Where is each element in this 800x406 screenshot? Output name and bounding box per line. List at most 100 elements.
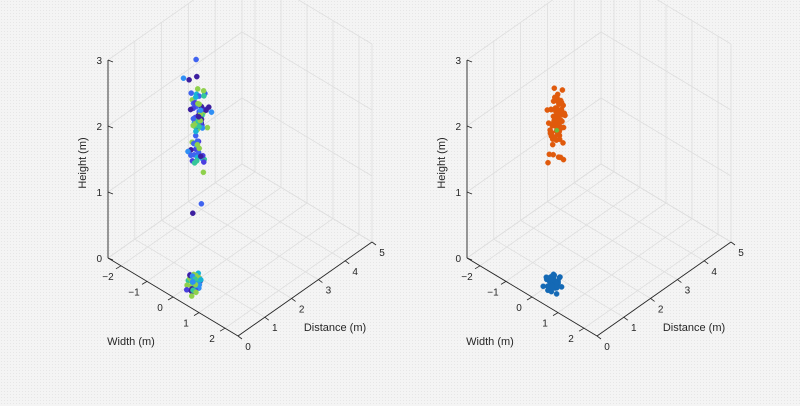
scatter-point (200, 169, 207, 176)
x-tick-mark (264, 316, 270, 321)
scatter-point (554, 127, 560, 133)
scatter-point (187, 106, 194, 113)
scatter-point (197, 276, 204, 283)
z-tick-label: 3 (455, 56, 461, 67)
floor-gridline (505, 187, 641, 282)
back-wall-gridline (107, 97, 243, 193)
x-tick-label: 4 (711, 267, 717, 278)
back-wall-gridline (107, 31, 243, 127)
floor-gridline (224, 233, 360, 329)
floor-gridline (120, 171, 256, 267)
scatter-point (193, 128, 199, 135)
x-tick-mark (371, 241, 377, 246)
x-tick-label: 1 (272, 323, 278, 334)
z-tick-label: 2 (96, 122, 102, 133)
left-3d-scatter-plot: 0 1 2 3 4 5 −2 −1 0 1 2 0 1 2 3 Distance (m) Width (m)… (77, 0, 385, 353)
y-tick-label: −1 (128, 287, 140, 298)
scatter-point (197, 107, 204, 113)
y-tick-mark (167, 296, 174, 301)
z-tick-mark (466, 125, 473, 129)
scatter-point (189, 210, 196, 216)
scatter-point (201, 93, 207, 99)
y-tick-mark (141, 281, 148, 285)
scatter-point (551, 272, 558, 279)
y-tick-label: 1 (542, 319, 548, 330)
back-wall-gridline (600, 97, 732, 177)
back-wall-gridline (107, 0, 195, 61)
back-wall-gridline (600, 163, 732, 243)
x-axis-line (237, 241, 373, 337)
scatter-point (554, 98, 560, 104)
x-tick-mark (730, 241, 736, 246)
scatter-point (549, 282, 556, 289)
scatter-point (195, 114, 202, 120)
y-tick-label: 0 (516, 303, 522, 314)
x-tick-label: 3 (685, 286, 691, 297)
y-tick-label: 2 (209, 334, 215, 345)
y-tick-mark (526, 296, 533, 301)
x-tick-label: 1 (631, 323, 637, 334)
x-tick-label: 5 (379, 248, 385, 259)
scatter-point (544, 107, 551, 113)
scatter-point (560, 102, 567, 109)
z-tick-label: 0 (96, 254, 102, 265)
scatter-point (193, 289, 199, 296)
scatter-point (188, 90, 194, 96)
floor-gridline (479, 171, 615, 267)
scatter-point (188, 152, 194, 159)
scatter-point (556, 110, 563, 116)
x-tick-mark (677, 279, 682, 283)
scatter-point (548, 277, 554, 284)
x-tick-mark (318, 279, 323, 283)
z-tick-mark (466, 59, 473, 63)
x-tick-label: 3 (326, 286, 332, 297)
z-tick-label: 2 (455, 122, 461, 133)
scatter-point (560, 124, 567, 131)
y-tick-mark (474, 265, 481, 270)
z-tick-mark (107, 257, 114, 261)
scatter-point (192, 94, 199, 100)
back-wall-gridline (466, 163, 602, 259)
scatter-point (550, 151, 557, 158)
x-tick-label: 4 (352, 267, 358, 278)
x-tick-mark (596, 335, 602, 340)
y-tick-label: 0 (157, 303, 163, 314)
scatter-point (193, 73, 200, 80)
z-axis-label: Height (m) (436, 137, 448, 188)
z-tick-mark (466, 257, 473, 261)
y-tick-label: −1 (487, 287, 499, 298)
x-tick-label: 5 (738, 248, 744, 259)
scatter-point (200, 159, 207, 165)
z-tick-mark (107, 191, 114, 195)
scatter-point (188, 293, 195, 299)
floor-gridline (583, 233, 719, 329)
scatter-point (180, 75, 187, 81)
floor-gridline (146, 187, 282, 282)
y-tick-label: 2 (568, 334, 574, 345)
back-wall-gridline (241, 31, 373, 111)
scatter-point (198, 200, 205, 207)
scatter-point (549, 141, 556, 148)
z-tick-label: 0 (455, 254, 461, 265)
scatter-point (556, 136, 563, 143)
back-wall-gridline (241, 97, 373, 177)
y-tick-mark (219, 327, 226, 332)
z-axis-label: Height (m) (77, 137, 89, 188)
y-tick-label: −2 (102, 272, 114, 283)
scatter-point (204, 124, 211, 131)
back-wall-gridline (241, 163, 373, 243)
y-axis-label: Width (m) (466, 336, 514, 348)
scatter-point (553, 291, 560, 297)
scatter-point (185, 148, 191, 155)
x-tick-mark (344, 260, 350, 265)
scatter-point (549, 123, 556, 129)
scatter-point (552, 105, 559, 111)
x-tick-mark (623, 316, 629, 321)
right-3d-scatter-plot: 0 1 2 3 4 5 −2 −1 0 1 2 0 1 2 3 Distance (m) Width (m)… (436, 0, 744, 353)
x-tick-label: 2 (658, 304, 664, 315)
x-axis-label: Distance (m) (663, 322, 725, 334)
x-tick-label: 0 (245, 342, 251, 353)
scatter-point (552, 113, 558, 120)
scatter-point (558, 284, 565, 290)
